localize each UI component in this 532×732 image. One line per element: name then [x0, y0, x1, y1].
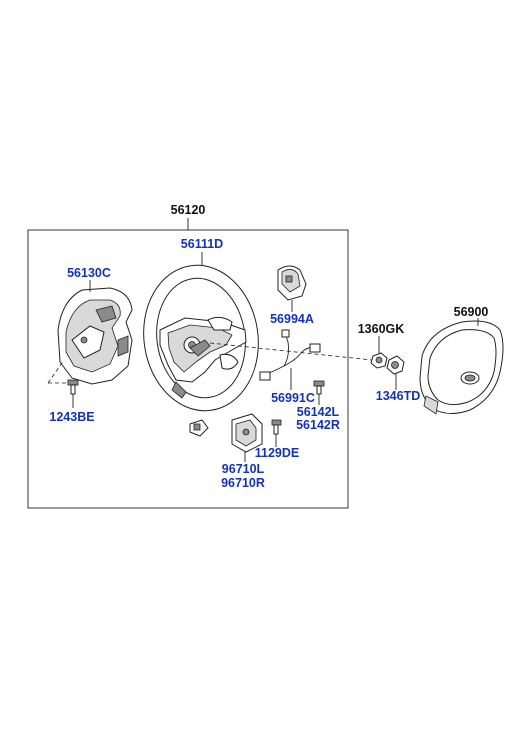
remote-switch-96710: [190, 414, 262, 452]
switch-56994a: [278, 266, 306, 300]
guide-dash-1: [48, 360, 64, 383]
back-cover-56130c: [58, 288, 132, 384]
label-96710r: 96710R: [221, 476, 265, 490]
label-56991c: 56991C: [271, 391, 315, 405]
label-56120: 56120: [171, 203, 206, 217]
screw-1243be: [68, 380, 78, 394]
nut-1346td: [387, 356, 404, 374]
nut-1360gk: [371, 353, 387, 368]
label-56130c: 56130C: [67, 266, 111, 280]
label-1243be: 1243BE: [49, 410, 94, 424]
label-56142l: 56142L: [297, 405, 339, 419]
label-1129de: 1129DE: [255, 446, 299, 460]
label-1360gk: 1360GK: [358, 322, 405, 336]
label-1346td: 1346TD: [376, 389, 420, 403]
bolt-56142: [314, 381, 324, 394]
label-56900: 56900: [454, 305, 489, 319]
label-56994a: 56994A: [270, 312, 314, 326]
label-56142r: 56142R: [296, 418, 340, 432]
wiring-56991c: [260, 330, 320, 380]
label-96710l: 96710L: [222, 462, 264, 476]
label-56111d: 56111D: [181, 237, 223, 251]
steering-wheel-56111d: [134, 258, 267, 418]
airbag-module-56900: [420, 321, 503, 414]
screw-1129de: [272, 420, 281, 434]
